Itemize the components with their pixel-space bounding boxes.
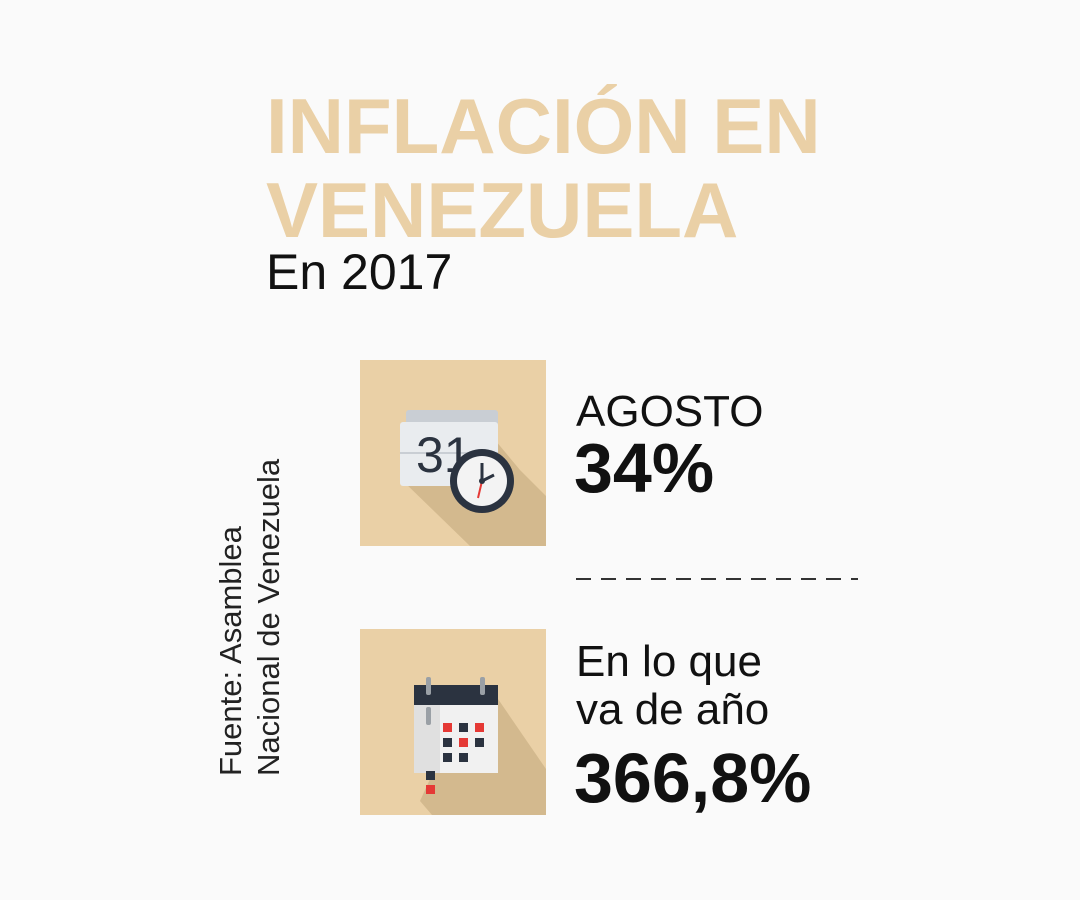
page-subtitle: En 2017 <box>266 244 453 300</box>
stat-value-year: 366,8% <box>574 739 812 817</box>
stat-label-year-line-2: va de año <box>576 685 770 734</box>
source-line-1: Fuente: Asamblea <box>213 526 248 776</box>
source-note: Fuente: Asamblea Nacional de Venezuela <box>212 416 288 776</box>
stat-label-year-line-1: En lo que <box>576 637 762 686</box>
stat-label-year: En lo que va de año <box>576 638 769 734</box>
dashed-divider <box>576 578 858 580</box>
page-title: INFLACIÓN EN VENEZUELA <box>266 84 821 252</box>
stat-label-agosto: AGOSTO <box>576 387 764 436</box>
calendar-grid-tile <box>360 629 546 815</box>
title-line-2: VENEZUELA <box>266 166 739 254</box>
source-line-2: Nacional de Venezuela <box>251 458 286 776</box>
title-line-1: INFLACIÓN EN <box>266 82 821 170</box>
stat-value-agosto: 34% <box>574 429 715 507</box>
calendar-clock-tile: 31 <box>360 360 546 546</box>
calendar-grid-icon <box>414 677 546 815</box>
calendar-clock-icon: 31 <box>400 410 546 546</box>
